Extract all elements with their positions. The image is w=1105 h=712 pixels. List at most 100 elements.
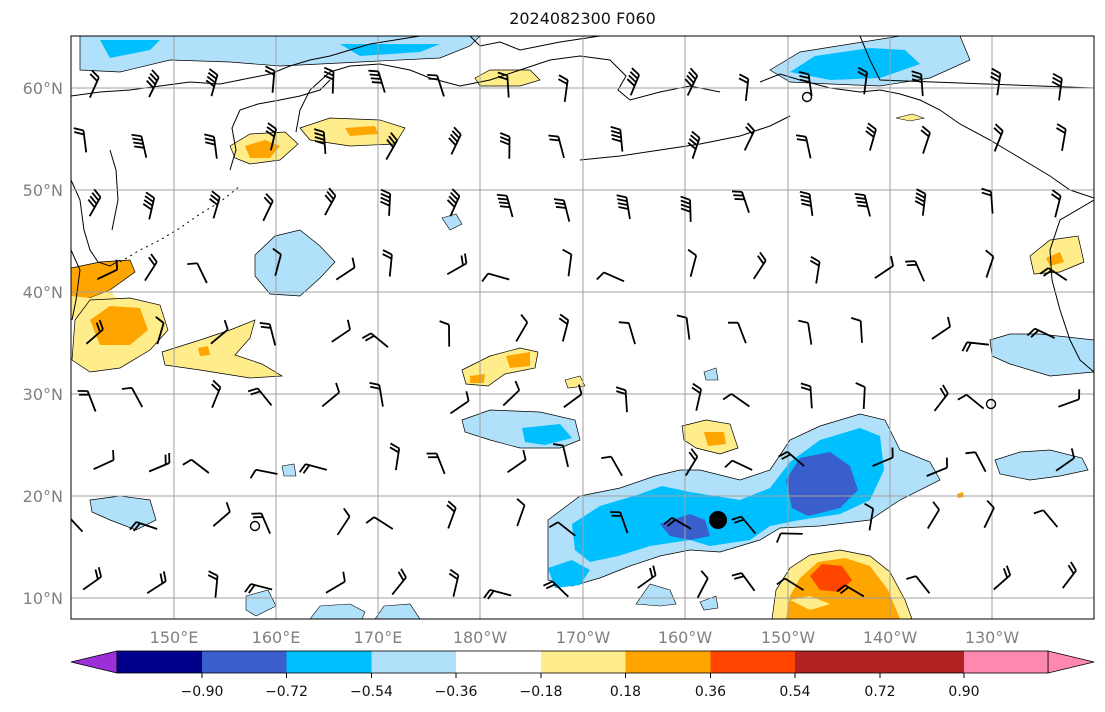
wind-barb-feather (857, 66, 868, 74)
wind-barb-feather (369, 381, 380, 386)
wind-barb-feather (795, 134, 807, 138)
wind-barb-feather (263, 196, 272, 206)
wind-barb-feather (939, 387, 947, 398)
wind-barb-feather (690, 134, 699, 143)
wind-barb-feather (616, 194, 627, 199)
wind-barb-shaft (190, 458, 210, 474)
wind-barb-feather (1056, 123, 1067, 130)
wind-barb-feather (87, 199, 96, 208)
wind-barb-feather (314, 136, 325, 141)
wind-barb-feather (369, 73, 380, 77)
contour-positive-south-145w-core (810, 564, 852, 592)
wind-barb-feather (205, 79, 215, 88)
wind-barb-feather (132, 137, 143, 141)
wind-barb-shaft (563, 393, 583, 409)
colorbar-bin (117, 651, 202, 673)
wind-barb-feather (133, 141, 144, 145)
wind-barb-feather (98, 319, 104, 330)
graticule (71, 36, 1094, 619)
wind-barb-feather (611, 133, 622, 139)
wind-barb-feather (618, 321, 629, 324)
colorbar-frame (116, 650, 1049, 674)
wind-barb-feather (911, 74, 922, 79)
lon-label: 150°E (150, 628, 199, 647)
wind-barb-feather (757, 255, 765, 265)
wind-barb-shaft (321, 391, 340, 408)
wind-barb-feather (857, 204, 868, 208)
colorbar-tick-label: −0.36 (435, 684, 478, 700)
coast-aleutians (579, 115, 791, 161)
wind-barb-shaft (983, 507, 995, 529)
wind-barb-feather (121, 386, 132, 390)
wind-barb-feather (147, 76, 156, 86)
wind-barb-feather (244, 583, 252, 593)
wind-barb-feather (448, 195, 457, 204)
wind-barb-feather (483, 589, 491, 599)
wind-barb-feather (400, 568, 407, 578)
wind-barb-feather (487, 590, 495, 600)
contour-positive-kuril-core (245, 140, 280, 158)
wind-barb-feather (676, 314, 687, 319)
wind-barb-feather (250, 390, 261, 396)
wind-barb-feather (464, 253, 468, 264)
wind-barb-shaft (1055, 457, 1075, 472)
contour-positive-small-1 (564, 375, 586, 389)
contour-positive-hawaii-north-core (704, 432, 726, 446)
wind-barb-feather (548, 521, 559, 529)
wind-barb-shaft (336, 516, 351, 536)
wind-barb-shaft (610, 456, 623, 477)
coast-japan-islands (71, 249, 81, 321)
wind-barb-feather (516, 498, 526, 506)
wind-barb-feather (388, 135, 396, 145)
wind-barb-shaft (915, 575, 931, 594)
contour-negative-small-1 (703, 367, 719, 381)
wind-barb-feather (745, 126, 754, 135)
contour-negative-north-core (100, 40, 160, 58)
colorbar-bin (795, 651, 880, 673)
wind-barb-feather (386, 139, 394, 148)
wind-barb-feather (323, 66, 334, 73)
wind-barb-feather (799, 190, 810, 195)
wind-barb-feather (690, 448, 699, 458)
contour-negative-small-2 (281, 463, 297, 477)
wind-barb-shaft (780, 532, 803, 535)
wind-barb-feather (866, 126, 876, 134)
wind-barb-feather (906, 575, 917, 580)
lat-label: 60°N (23, 79, 63, 98)
wind-barb-feather (985, 249, 995, 258)
wind-barb-feather (346, 319, 351, 330)
wind-barb-feather (611, 137, 622, 143)
wind-barb-feather (921, 125, 931, 134)
colorbar-bin (541, 651, 626, 673)
wind-barb-feather (986, 499, 995, 509)
wind-barb-shaft (627, 322, 636, 345)
wind-barb-feather (1026, 327, 1036, 337)
lon-label: 160°W (658, 628, 713, 647)
wind-barb-feather (776, 577, 786, 586)
wind-barb-shaft (868, 508, 875, 531)
lat-label: 20°N (23, 487, 63, 506)
wind-barb-feather (855, 196, 866, 200)
contour-positive-175w-core (506, 352, 530, 368)
wind-barb-feather (734, 575, 745, 580)
wind-barb-shaft (156, 322, 165, 345)
lon-label: 140°W (863, 628, 918, 647)
wind-barb-feather (97, 567, 102, 578)
wind-barb-feather (854, 192, 865, 196)
wind-barb-feather (914, 200, 925, 207)
wind-barb-feather (323, 74, 334, 81)
coast-bering (459, 55, 721, 101)
wind-barb-feather (380, 200, 390, 207)
wind-barb-feather (390, 442, 400, 450)
lat-label: 40°N (23, 283, 63, 302)
colorbar-bin (964, 651, 1048, 673)
wind-barb-feather (965, 451, 976, 455)
contour-negative-south-175e (374, 603, 421, 619)
wind-barb-feather (906, 263, 917, 267)
wind-barb-feather (314, 132, 325, 137)
wind-barb-feather (204, 137, 215, 142)
lat-label: 30°N (23, 385, 63, 404)
wind-barb-feather (1056, 127, 1066, 134)
wind-barb-feather (993, 127, 1002, 136)
wind-barb-feather (865, 130, 875, 138)
